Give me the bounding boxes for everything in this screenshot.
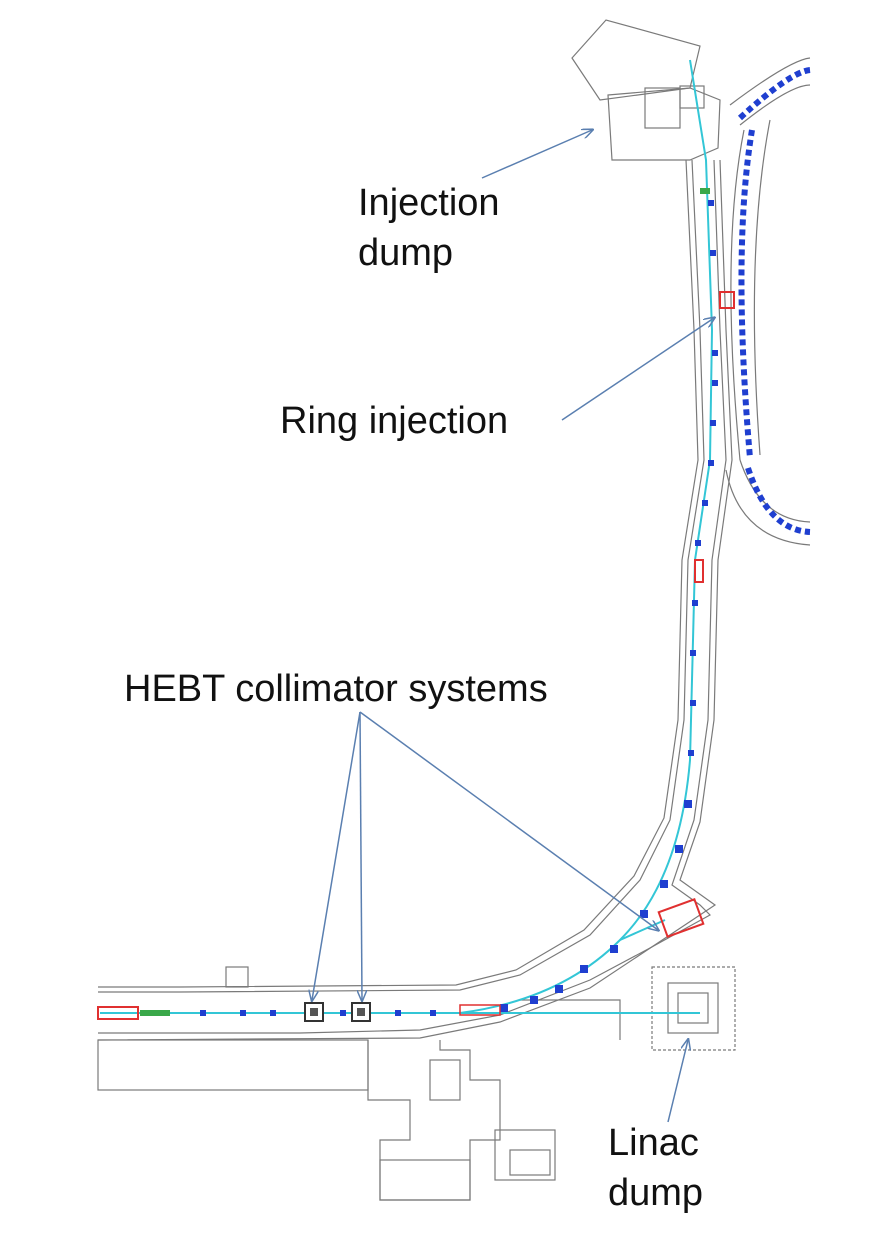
injection-dump-room: [607, 87, 721, 161]
arrow-hebt-collimator-1: [312, 711, 361, 1000]
arrows: [312, 130, 714, 1123]
injection-dump-building: [571, 19, 701, 101]
arrow-hebt-collimator-2: [360, 711, 362, 1000]
linac-dump-outline: [651, 966, 736, 1051]
transfer-line-magnets: [200, 200, 718, 1016]
arrow-injection-dump: [481, 130, 592, 179]
hebt-collimator-label: HEBT collimator systems: [124, 668, 548, 710]
linac-dump-label-line2: dump: [608, 1172, 704, 1214]
collimator-3: [657, 898, 705, 938]
injection-dump-label-line2: dump: [358, 232, 454, 274]
injection-dump-label: Injection dump: [358, 178, 500, 278]
ring-magnets: [737, 67, 811, 535]
linac-dump-label-line1: Linac: [608, 1122, 699, 1164]
arrow-linac-dump: [667, 1040, 688, 1123]
devices: [97, 188, 735, 1022]
arrow-ring-injection: [561, 318, 714, 421]
injection-dump-label-line1: Injection: [358, 182, 500, 224]
tunnel-walls: [97, 19, 811, 1201]
arrow-hebt-collimator-3: [359, 711, 658, 930]
ring-injection-label: Ring injection: [280, 400, 509, 442]
linac-dump-label: Linac dump: [608, 1118, 703, 1218]
